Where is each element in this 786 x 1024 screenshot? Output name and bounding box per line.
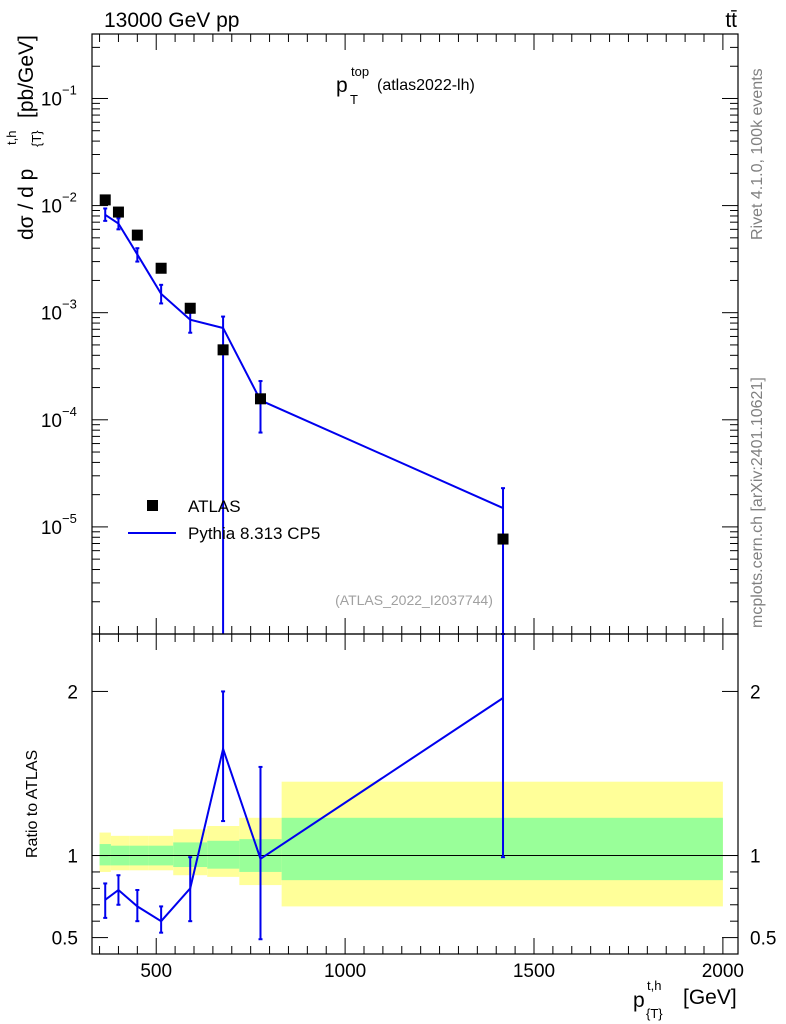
pythia-line: [104, 213, 504, 509]
atlas-data-point: [184, 302, 196, 314]
y-tick-exponent: −2: [62, 190, 77, 205]
y-tick-exponent: −1: [62, 82, 77, 97]
ratio-x-tick-label: 1000: [324, 961, 366, 982]
header-left-label: 13000 GeV pp: [104, 9, 239, 32]
svg-text:dσ / d p: dσ / d p: [15, 169, 38, 240]
main-plot-title-suffix: (atlas2022-lh): [377, 77, 475, 94]
svg-text:t,h: t,h: [647, 978, 661, 993]
ratio-y-axis-label: Ratio to ATLAS: [24, 750, 41, 858]
svg-text:[pb/GeV]: [pb/GeV]: [15, 35, 38, 118]
main-plot-ticks: [92, 33, 738, 635]
atlas-data-point: [155, 262, 167, 274]
main-plot-frame: [91, 33, 739, 635]
legend: ATLAS Pythia 8.313 CP5: [128, 497, 320, 543]
main-plot-y-tick-labels: 10−110−210−310−410−5: [41, 82, 77, 538]
main-plot-panel: 10−110−210−310−410−5 p top T (atlas2022-…: [4, 33, 739, 635]
main-plot-title-subscript: T: [350, 92, 358, 107]
atlas-data-point: [99, 194, 111, 206]
analysis-watermark: (ATLAS_2022_I2037744): [335, 592, 493, 608]
ratio-y-tick-label-right: 2: [750, 682, 761, 703]
y-tick-base: 10: [41, 411, 62, 432]
mcplots-label: mcplots.cern.ch [arXiv:2401.10621]: [749, 377, 766, 628]
ratio-x-tick-label: 500: [140, 961, 172, 982]
y-tick-exponent: −4: [62, 404, 77, 419]
ratio-x-tick-label: 1500: [513, 961, 555, 982]
y-tick-base: 10: [41, 518, 62, 539]
ratio-y-tick-label: 2: [67, 682, 78, 703]
main-plot-y-tick-label: 10 −3: [41, 297, 77, 325]
ratio-plot-x-tick-labels: 500 1000 1500 2000: [140, 961, 744, 982]
ratio-pythia-line: [104, 697, 504, 923]
ratio-uncertainty-bands: [99, 781, 723, 907]
header-right-label: tt̄: [725, 9, 737, 32]
ratio-y-tick-label-right: 0.5: [750, 929, 776, 950]
ratio-plot-frame: [91, 633, 739, 955]
main-plot-series: [99, 194, 509, 634]
main-plot-y-tick-label: 10 −5: [41, 511, 77, 539]
main-plot-y-tick-label: 10 −1: [41, 82, 77, 110]
svg-text:{T}: {T}: [29, 130, 44, 147]
atlas-data-point: [497, 533, 509, 545]
legend-atlas-marker: [147, 500, 158, 511]
y-tick-base: 10: [41, 197, 62, 218]
main-plot-y-axis-label: dσ / d p t,h {T} [pb/GeV]: [4, 35, 44, 240]
ratio-y-tick-label: 1: [67, 847, 78, 868]
ratio-inner-band: [99, 844, 111, 866]
ratio-plot-panel: 0.5 0.5 1 1 2 2 500 1000 1500 2000 Ratio to ATLA…: [24, 633, 777, 1021]
y-tick-base: 10: [41, 304, 62, 325]
ratio-x-axis-label: p t,h {T} [GeV]: [633, 978, 737, 1021]
ratio-x-tick-label: 2000: [702, 961, 744, 982]
atlas-data-point: [217, 344, 229, 356]
svg-text:t,h: t,h: [4, 131, 19, 145]
y-tick-exponent: −5: [62, 511, 77, 526]
ratio-plot-y-tick-labels: 0.5 0.5 1 1 2 2: [52, 682, 777, 949]
rivet-version-label: Rivet 4.1.0, 100k events: [749, 68, 766, 240]
main-plot-title-superscript: top: [351, 64, 369, 79]
ratio-y-tick-label: 0.5: [52, 929, 78, 950]
atlas-data-point: [131, 229, 143, 241]
legend-atlas-label: ATLAS: [188, 497, 241, 516]
main-plot-y-tick-label: 10 −2: [41, 190, 77, 218]
main-plot-y-tick-label: 10 −4: [41, 404, 77, 432]
main-plot-title: p: [336, 74, 348, 97]
atlas-data-point: [254, 393, 266, 405]
y-tick-base: 10: [41, 89, 62, 110]
svg-text:{T}: {T}: [646, 1006, 663, 1021]
atlas-data-point: [112, 206, 124, 218]
legend-pythia-label: Pythia 8.313 CP5: [188, 524, 320, 543]
ratio-y-tick-label-right: 1: [750, 847, 761, 868]
y-tick-exponent: −3: [62, 297, 77, 312]
svg-text:[GeV]: [GeV]: [683, 986, 737, 1009]
ratio-inner-band: [207, 840, 240, 869]
svg-text:p: p: [633, 989, 645, 1012]
ratio-plot-ticks: [92, 634, 738, 954]
